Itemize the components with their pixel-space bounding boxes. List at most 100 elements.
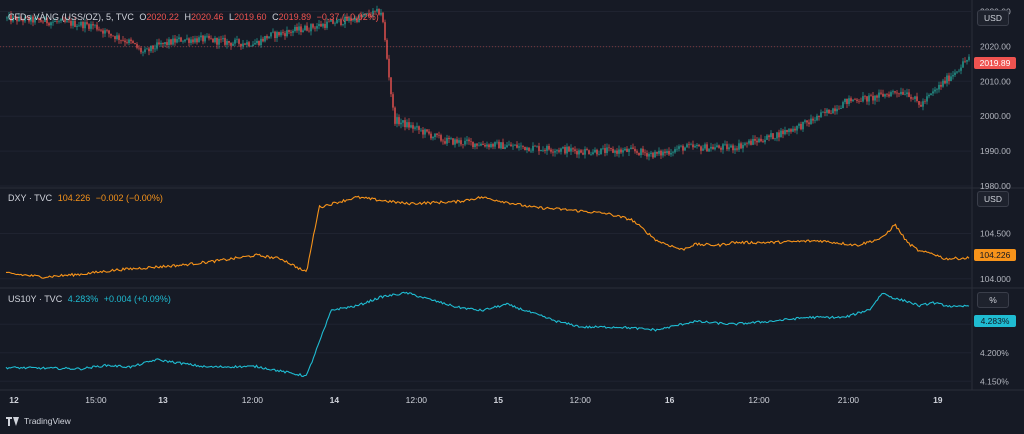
x-tick-label: 21:00 (838, 395, 860, 405)
gold-candle (818, 115, 820, 117)
gold-candle (274, 31, 276, 39)
us10y-legend: US10Y · TVC 4.283% +0.004 (+0.09%) (8, 294, 174, 304)
gold-candle (698, 144, 700, 147)
y-tick-label: 4.200% (980, 348, 1009, 358)
gold-candle (914, 96, 916, 99)
gold-candle (316, 26, 318, 29)
gold-candle (140, 47, 142, 53)
gold-candle (68, 20, 70, 22)
gold-candle (384, 22, 386, 41)
gold-candle (630, 147, 632, 150)
gold-candle (70, 20, 72, 26)
gold-candle (460, 140, 462, 145)
gold-low-label: L (229, 12, 235, 22)
gold-candle (812, 118, 814, 121)
gold-candle (302, 30, 304, 33)
gold-candle (228, 41, 230, 43)
gold-candle (722, 144, 724, 150)
gold-unit-button[interactable]: USD (977, 10, 1009, 26)
y-tick-label: 1980.00 (980, 181, 1011, 191)
gold-candle (304, 25, 306, 31)
gold-candle (112, 35, 114, 37)
gold-candle (880, 92, 882, 94)
gold-high-label: H (184, 12, 191, 22)
gold-candle (852, 99, 854, 102)
gold-candle (900, 91, 902, 95)
gold-candle (712, 146, 714, 150)
gold-candle (268, 36, 270, 39)
gold-candle (594, 149, 596, 153)
gold-candle (376, 8, 378, 12)
gold-candle (34, 18, 36, 23)
gold-candle (468, 139, 470, 142)
tradingview-branding[interactable]: TradingView (6, 416, 71, 426)
gold-candle (102, 30, 104, 34)
gold-candle (428, 131, 430, 134)
dxy-unit-button[interactable]: USD (977, 191, 1009, 207)
gold-candle (828, 109, 830, 114)
gold-candle (414, 127, 416, 129)
gold-candle (556, 150, 558, 152)
gold-candle (940, 84, 942, 87)
gold-candle (866, 96, 868, 102)
gold-candle (774, 138, 776, 140)
gold-candle (500, 142, 502, 149)
gold-candle (74, 20, 76, 27)
gold-candle (90, 24, 92, 29)
gold-candle (382, 12, 384, 23)
gold-candle (860, 101, 862, 102)
gold-candle (466, 139, 468, 141)
gold-candle (258, 40, 260, 46)
gold-candle (158, 42, 160, 45)
gold-candle (374, 10, 376, 12)
gold-candle (810, 118, 812, 125)
gold-candle (930, 93, 932, 95)
gold-candle (132, 41, 134, 44)
gold-candle (822, 111, 824, 113)
gold-candle (110, 33, 112, 36)
gold-candle (340, 19, 342, 26)
gold-candle (296, 26, 298, 31)
gold-candle (878, 92, 880, 98)
gold-candle (642, 148, 644, 153)
dxy-last-price-tag: 104.226 (974, 249, 1016, 261)
gold-candle (888, 94, 890, 97)
gold-candle (490, 144, 492, 148)
gold-candle (514, 144, 516, 146)
gold-candle (658, 150, 660, 154)
gold-candle (618, 149, 620, 154)
gold-candle (598, 154, 600, 155)
gold-candle (714, 147, 716, 150)
gold-candle (788, 129, 790, 133)
gold-candle (870, 95, 872, 97)
gold-candle (728, 147, 730, 150)
gold-candle (400, 122, 402, 125)
gold-candle (882, 93, 884, 97)
gold-candle (616, 150, 618, 154)
gold-candle (834, 108, 836, 112)
y-tick-label: 1990.00 (980, 146, 1011, 156)
gold-candle (552, 151, 554, 153)
gold-candle (208, 35, 210, 39)
gold-candle (190, 39, 192, 43)
gold-candle (854, 99, 856, 101)
gold-candle (786, 129, 788, 133)
gold-candle (28, 17, 30, 22)
gold-close-value: 2019.89 (278, 12, 312, 22)
gold-candle (144, 49, 146, 53)
gold-candle (672, 152, 674, 154)
gold-candle (746, 143, 748, 145)
gold-candle (706, 144, 708, 152)
y-tick-label: 2020.00 (980, 41, 1011, 51)
gold-candle (342, 24, 344, 26)
gold-candle (510, 144, 512, 147)
us10y-unit-button[interactable]: % (977, 292, 1009, 308)
gold-candle (438, 134, 440, 136)
x-tick-label: 16 (665, 395, 675, 405)
gold-candle (408, 122, 410, 128)
gold-candle (308, 30, 310, 32)
x-tick-label: 14 (330, 395, 340, 405)
gold-candle (294, 26, 296, 32)
gold-candle (894, 91, 896, 93)
